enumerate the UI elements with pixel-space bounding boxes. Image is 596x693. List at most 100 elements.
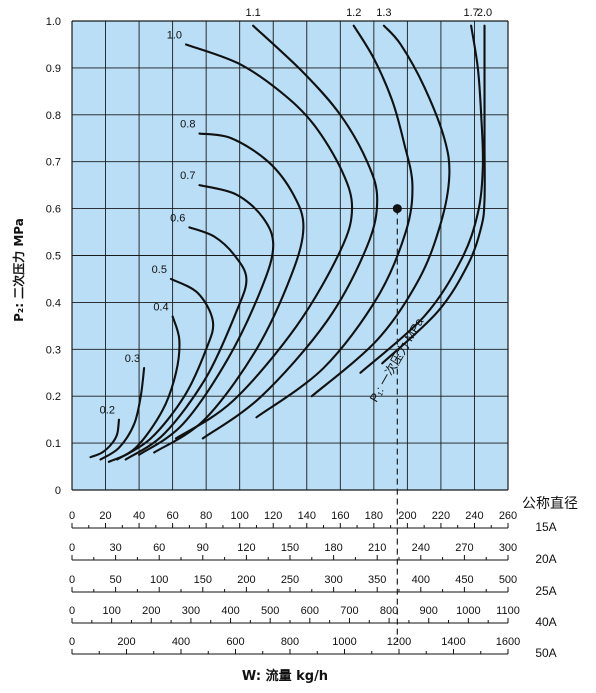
scale-tick-label: 0 <box>69 574 75 586</box>
scale-tick-label: 800 <box>281 636 299 648</box>
pressure-curve-0-7 <box>138 184 275 456</box>
x-axis-title: W: 流量 kg/h <box>242 668 328 684</box>
scale-tick-label: 350 <box>368 574 386 586</box>
scale-tick-label: 1000 <box>456 605 480 617</box>
scale-tick-label: 240 <box>465 510 483 522</box>
scale-tick-label: 180 <box>365 510 383 522</box>
scale-tick-label: 200 <box>237 574 255 586</box>
curve-label: 1.0 <box>167 29 182 41</box>
y-tick-label: 0.9 <box>46 63 61 75</box>
scale-tick-label: 300 <box>182 605 200 617</box>
operating-point-marker <box>392 204 402 214</box>
scale-tick-label: 140 <box>298 510 316 522</box>
scale-size-label: 40A <box>535 615 556 629</box>
y-tick-label: 0.2 <box>46 391 61 403</box>
curve-label: 2.0 <box>477 7 492 19</box>
scale-tick-label: 400 <box>412 574 430 586</box>
scale-tick-label: 700 <box>340 605 358 617</box>
scale-tick-label: 100 <box>231 510 249 522</box>
scale-tick-label: 20 <box>99 510 111 522</box>
scale-tick-label: 300 <box>499 542 517 554</box>
scale-tick-label: 160 <box>331 510 349 522</box>
scale-tick-label: 1400 <box>441 636 465 648</box>
scale-tick-label: 0 <box>69 510 75 522</box>
scale-tick-label: 120 <box>264 510 282 522</box>
scale-header: 公称直径 <box>522 495 578 511</box>
pressure-curves: 0.2 0.3 0.4 0.5 0.6 0.7 0.8 1.0 1.1 1.2 1.3 1.72.0 <box>89 7 492 642</box>
scale-tick-label: 800 <box>380 605 398 617</box>
scale-tick-label: 900 <box>420 605 438 617</box>
y-tick-label: 0.6 <box>46 204 61 216</box>
scale-tick-label: 600 <box>226 636 244 648</box>
pressure-curve-0-6 <box>124 226 248 461</box>
scale-tick-label: 200 <box>142 605 160 617</box>
scale-tick-label: 1200 <box>387 636 411 648</box>
scale-tick-label: 60 <box>153 542 165 554</box>
scale-tick-label: 270 <box>455 542 473 554</box>
pressure-curve-1-2 <box>255 24 414 419</box>
flow-scales: 0 20 40 60 80 100 120 140 160 180 200 220 240 260 15A 0… <box>69 510 557 660</box>
scale-tick-label: 400 <box>221 605 239 617</box>
scale-tick-label: 180 <box>324 542 342 554</box>
curve-label: 0.6 <box>170 212 185 224</box>
scale-tick-label: 400 <box>172 636 190 648</box>
y-tick-label: 0.3 <box>46 344 61 356</box>
scale-tick-label: 500 <box>499 574 517 586</box>
scale-size-label: 50A <box>535 646 556 660</box>
y-tick-label: 0.7 <box>46 157 61 169</box>
scale-tick-label: 1100 <box>496 605 520 617</box>
scale-tick-label: 220 <box>432 510 450 522</box>
scale-tick-label: 60 <box>166 510 178 522</box>
y-tick-label: 0.4 <box>46 297 61 309</box>
curve-label: 0.7 <box>180 170 195 182</box>
curve-label: 1.7 <box>463 7 478 19</box>
y-tick-label: 0.8 <box>46 110 61 122</box>
scale-tick-label: 40 <box>133 510 145 522</box>
scale-tick-label: 150 <box>281 542 299 554</box>
scale-tick-label: 250 <box>281 574 299 586</box>
scale-tick-label: 450 <box>455 574 473 586</box>
scale-tick-label: 150 <box>194 574 212 586</box>
curve-label: 1.3 <box>376 7 391 19</box>
curve-label: 1.1 <box>245 7 260 19</box>
curve-label: 0.2 <box>100 405 115 417</box>
y-tick-label: 0 <box>55 485 61 497</box>
y-tick-labels: 0 0.1 0.2 0.3 0.4 0.5 0.6 0.7 0.8 0.9 1.0 <box>46 16 61 497</box>
scale-tick-label: 210 <box>368 542 386 554</box>
scale-tick-label: 0 <box>69 636 75 648</box>
scale-tick-label: 0 <box>69 542 75 554</box>
y-tick-label: 1.0 <box>46 16 61 28</box>
scale-tick-label: 1600 <box>496 636 520 648</box>
grid <box>71 20 509 491</box>
y-axis-title: P₂: 二次压力 MPa <box>11 218 26 322</box>
scale-tick-label: 0 <box>69 605 75 617</box>
scale-tick-label: 200 <box>398 510 416 522</box>
pressure-curve-0-2 <box>89 418 121 459</box>
scale-tick-label: 1000 <box>332 636 356 648</box>
scale-size-label: 15A <box>535 520 556 534</box>
scale-tick-label: 100 <box>102 605 120 617</box>
curve-label: 0.8 <box>180 119 195 131</box>
scale-size-label: 20A <box>535 552 556 566</box>
y-tick-label: 0.1 <box>46 438 61 450</box>
scale-tick-label: 240 <box>412 542 430 554</box>
scale-tick-label: 50 <box>109 574 121 586</box>
pressure-curve-1-1 <box>201 24 379 440</box>
pressure-curve-0-8 <box>153 132 305 454</box>
pressure-curve-1-0 <box>174 43 354 440</box>
scale-tick-label: 500 <box>261 605 279 617</box>
pressure-curve-1-3 <box>310 24 451 398</box>
scale-tick-label: 100 <box>150 574 168 586</box>
curve-label: 0.4 <box>153 301 168 313</box>
scale-tick-label: 120 <box>237 542 255 554</box>
pressure-curve-0-5 <box>116 277 215 461</box>
scale-tick-label: 200 <box>117 636 135 648</box>
curve-label: 0.3 <box>125 353 140 365</box>
pressure-curve-0-3 <box>99 367 146 461</box>
pressure-curve-2-0 <box>381 24 486 365</box>
scale-tick-label: 80 <box>200 510 212 522</box>
curve-label: 1.2 <box>346 7 361 19</box>
curve-label: 0.5 <box>152 264 167 276</box>
pressure-curve-1-7 <box>359 24 485 374</box>
